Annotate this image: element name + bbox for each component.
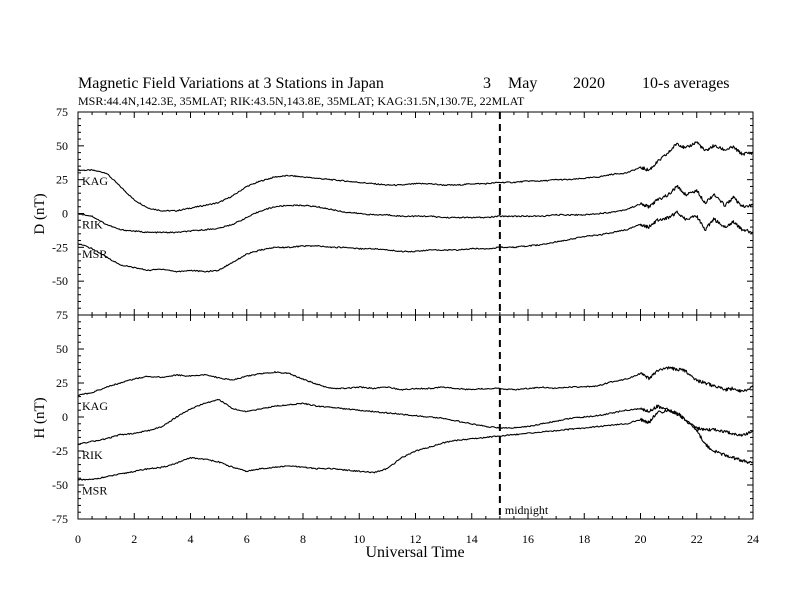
y-tick-label: 25 xyxy=(56,173,68,187)
station-label-d-msr: MSR xyxy=(82,247,107,261)
date-month: May xyxy=(508,75,537,92)
y-tick-label: -50 xyxy=(52,478,68,492)
x-tick-label: 6 xyxy=(244,532,250,546)
x-tick-label: 2 xyxy=(131,532,137,546)
x-tick-label: 0 xyxy=(75,532,81,546)
series-line-h-kag xyxy=(77,366,754,397)
x-tick-label: 10 xyxy=(353,532,365,546)
y-tick-label: 25 xyxy=(56,376,68,390)
y-tick-label: 50 xyxy=(56,342,68,356)
x-tick-label: 22 xyxy=(691,532,703,546)
midnight-marker: midnight xyxy=(498,112,549,519)
series-line-d-rik xyxy=(77,184,754,234)
y-tick-label: 0 xyxy=(62,410,68,424)
panel-d-ylabel: D (nT) xyxy=(32,193,48,234)
midnight-label: midnight xyxy=(505,503,549,517)
averaging-label: 10-s averages xyxy=(642,75,730,92)
station-label-d-kag: KAG xyxy=(82,174,108,188)
series-line-h-rik xyxy=(77,399,754,446)
series-line-d-msr xyxy=(77,210,754,273)
y-tick-label: 75 xyxy=(56,308,68,322)
y-tick-label: -25 xyxy=(52,240,68,254)
panel-d-frame xyxy=(77,111,754,316)
y-tick-label: 50 xyxy=(56,139,68,153)
x-tick-label: 8 xyxy=(300,532,306,546)
x-tick-label: 20 xyxy=(635,532,647,546)
y-tick-label: 0 xyxy=(62,207,68,221)
x-tick-label: 14 xyxy=(466,532,478,546)
y-tick-label: 75 xyxy=(56,105,68,119)
station-label-d-rik: RIK xyxy=(82,217,103,231)
x-axis-label: Universal Time xyxy=(365,544,464,561)
series-lines: KAG RIK MSR KAG RIK MSR xyxy=(77,141,754,497)
x-tick-label: 18 xyxy=(578,532,590,546)
x-tick-label: 16 xyxy=(522,532,534,546)
y-tick-label: -50 xyxy=(52,274,68,288)
chart-title: Magnetic Field Variations at 3 Stations … xyxy=(78,75,384,92)
station-label-h-rik: RIK xyxy=(82,448,103,462)
date-year: 2020 xyxy=(573,75,605,92)
panel-h-ylabel: H (nT) xyxy=(32,397,48,438)
y-tick-label: -75 xyxy=(52,512,68,526)
x-tick-label: 4 xyxy=(188,532,194,546)
y-tick-label: -25 xyxy=(52,444,68,458)
panel-h-frame xyxy=(77,314,754,520)
station-label-h-kag: KAG xyxy=(82,399,108,413)
x-tick-label: 24 xyxy=(747,532,759,546)
series-line-d-kag xyxy=(77,141,754,212)
station-label-h-msr: MSR xyxy=(82,483,107,497)
date-day: 3 xyxy=(483,75,491,92)
x-tick-label: 12 xyxy=(410,532,422,546)
chart-subtitle: MSR:44.4N,142.3E, 35MLAT; RIK:43.5N,143.… xyxy=(78,94,525,108)
series-line-h-msr xyxy=(77,408,754,481)
